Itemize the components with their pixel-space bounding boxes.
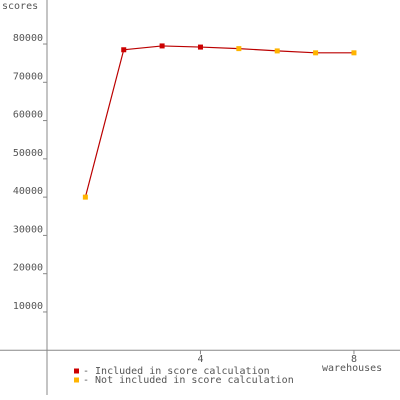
y-tick-label: 80000 [13,33,43,44]
y-axis-title: scores [2,1,38,12]
data-point [274,48,280,54]
y-tick-label: 40000 [13,186,43,197]
x-tick-label: 4 [197,354,203,365]
y-tick-label: 50000 [13,148,43,159]
y-tick-label: 60000 [13,110,43,121]
y-tick-label: 20000 [13,263,43,274]
data-point [351,50,357,56]
legend-label: - Included in score calculation [83,366,270,377]
y-tick-label: 30000 [13,224,43,235]
series-line [84,45,354,198]
data-point [197,44,203,50]
y-tick-label: 70000 [13,71,43,82]
data-point [159,43,165,49]
legend-swatch [74,368,79,374]
data-point [82,194,88,200]
legend-label: - Not included in score calculation [83,375,294,386]
data-point [313,50,319,56]
data-point [121,47,127,53]
x-tick-label: 8 [351,354,357,365]
data-point [236,46,242,52]
legend-swatch [74,377,79,383]
y-tick-label: 10000 [13,301,43,312]
x-axis-title: warehouses [322,363,382,374]
